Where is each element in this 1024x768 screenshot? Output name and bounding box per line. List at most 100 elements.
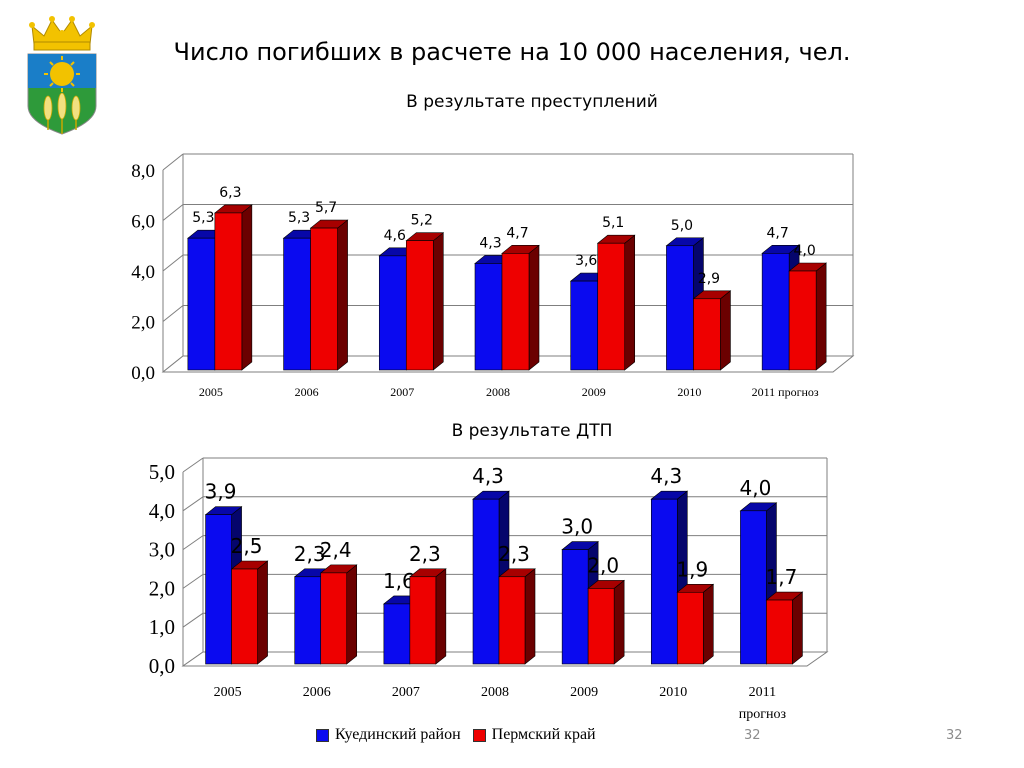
bar-side: [613, 579, 625, 665]
data-label: 5,0: [671, 218, 693, 234]
gridline-side: [182, 573, 204, 589]
y-tick-label: 4,0: [131, 262, 155, 283]
data-label: 3,9: [205, 480, 237, 504]
y-tick-label: 3,0: [149, 538, 175, 562]
x-tick-label: 2008: [481, 685, 509, 700]
x-tick-label: 2005: [214, 685, 242, 700]
y-tick-label: 1,0: [149, 615, 175, 639]
gridline-side: [182, 496, 204, 512]
legend-entry-kuedinsky: Куединский район: [316, 726, 461, 744]
page-number-corner: 32: [946, 728, 963, 743]
x-tick-label: 2009: [570, 685, 598, 700]
data-label: 2,3: [409, 542, 441, 566]
data-label: 5,7: [315, 200, 337, 216]
chart-title-crimes: В результате преступлений: [406, 92, 658, 112]
bar-perm: [788, 270, 817, 371]
y-tick-label: 2,0: [149, 576, 175, 600]
bar-perm: [409, 576, 437, 665]
legend-swatch-red: [472, 728, 486, 742]
legend-entry-perm: Пермский край: [472, 726, 596, 744]
page-number: 32: [744, 728, 761, 743]
y-tick-label: 2,0: [131, 313, 155, 334]
data-label: 5,3: [192, 210, 214, 226]
data-label: 4,3: [479, 235, 501, 251]
crown-icon: [29, 16, 95, 51]
bar-side: [702, 583, 714, 665]
gridline-side: [182, 457, 204, 473]
data-label: 4,3: [650, 464, 682, 488]
chart-title-traffic: В результате ДТП: [451, 421, 613, 441]
coat-of-arms-emblem: [27, 16, 97, 135]
bar-perm: [214, 212, 243, 371]
x-tick-label: 2008: [486, 385, 510, 399]
data-label: 2,4: [320, 538, 352, 562]
gridline-side: [162, 153, 184, 171]
bar-perm: [587, 588, 615, 665]
y-tick-label: 4,0: [149, 499, 175, 523]
bar-kuedinsky: [205, 514, 232, 665]
bar-kuedinsky: [561, 549, 589, 665]
x-tick-label: 2009: [582, 385, 606, 399]
data-label: 1,9: [676, 557, 708, 581]
bar-kuedinsky: [474, 263, 503, 371]
bar-perm: [310, 227, 338, 371]
data-label: 6,3: [219, 185, 241, 201]
bar-perm: [766, 599, 793, 665]
data-label: 3,6: [575, 253, 597, 269]
data-label: 4,6: [384, 228, 406, 244]
x-tick-label: 2011: [749, 685, 776, 700]
data-label: 4,7: [767, 225, 789, 241]
gridline-side: [162, 204, 184, 221]
bar-perm: [597, 242, 626, 371]
bar-perm: [498, 576, 526, 665]
gridline-side: [182, 612, 204, 628]
gridline-side: [182, 535, 204, 551]
bar-side: [524, 568, 536, 665]
gridline-side: [162, 305, 184, 322]
data-label: 5,1: [602, 215, 624, 231]
bar-side: [792, 591, 803, 665]
y-tick-label: 8,0: [131, 161, 155, 182]
x-tick-label: 2006: [295, 385, 319, 399]
x-tick-label: прогноз: [739, 707, 787, 722]
data-label: 5,2: [411, 213, 433, 229]
bar-side: [257, 560, 268, 665]
legend-swatch-blue: [316, 728, 329, 742]
y-tick-label: 0,0: [131, 363, 155, 384]
x-tick-label: 2010: [677, 385, 701, 399]
bar-perm: [231, 568, 258, 665]
y-tick-label: 0,0: [149, 654, 175, 678]
x-tick-label: 2007: [390, 385, 414, 399]
legend-label-kuedinsky: Куединский район: [335, 726, 461, 743]
x-tick-label: 2011 прогноз: [752, 385, 819, 399]
data-label: 4,0: [740, 476, 772, 500]
slide-title: Число погибших в расчете на 10 000 насел…: [173, 38, 851, 66]
data-label: 2,0: [587, 553, 619, 577]
bar-kuedinsky: [472, 498, 500, 665]
bar-side: [435, 568, 447, 665]
bar-kuedinsky: [761, 253, 790, 371]
x-tick-label: 2010: [659, 685, 687, 700]
bar-kuedinsky: [650, 498, 678, 665]
bar-kuedinsky: [294, 576, 322, 665]
bar-kuedinsky: [283, 237, 311, 371]
legend-label-perm: Пермский край: [491, 726, 596, 743]
shield-icon: [27, 53, 97, 135]
data-label: 1,6: [383, 569, 415, 593]
data-label: 5,3: [288, 210, 310, 226]
bar-perm: [693, 298, 721, 371]
data-label: 2,5: [231, 534, 263, 558]
bar-kuedinsky: [378, 255, 407, 371]
bar-perm: [320, 572, 348, 665]
bar-perm: [676, 591, 704, 665]
data-label: 4,7: [506, 225, 528, 241]
bar-kuedinsky: [666, 245, 694, 371]
data-label: 2,3: [294, 542, 326, 566]
y-tick-label: 5,0: [149, 460, 175, 484]
gridline-side: [162, 254, 184, 272]
data-label: 4,3: [472, 464, 504, 488]
x-tick-label: 2005: [199, 385, 223, 399]
bar-kuedinsky: [383, 603, 411, 665]
